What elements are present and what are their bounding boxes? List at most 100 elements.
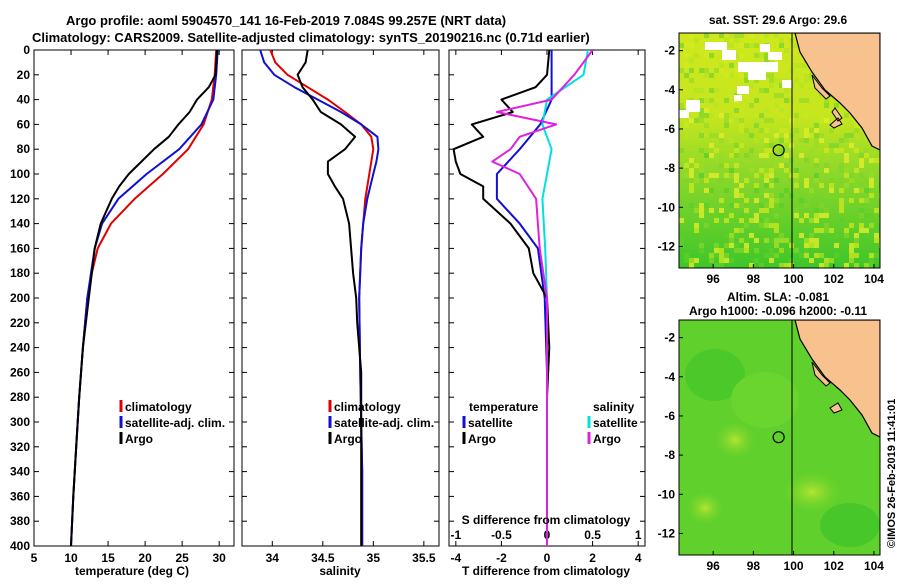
- sst-pixel: [744, 238, 749, 243]
- sst-pixel: [779, 163, 784, 168]
- sst-pixel: [859, 163, 864, 168]
- sst-pixel: [709, 193, 714, 198]
- sst-pixel: [794, 43, 799, 48]
- sst-pixel: [849, 143, 854, 148]
- sst-pixel: [739, 193, 744, 198]
- sst-pixel: [849, 198, 854, 203]
- map-lat-label: -6: [664, 122, 675, 136]
- sst-pixel: [804, 138, 809, 143]
- sst-pixel: [814, 178, 819, 183]
- sst-pixel: [869, 223, 874, 228]
- sst-pixel: [854, 168, 859, 173]
- sst-pixel: [769, 223, 774, 228]
- x-tick-label: 2: [589, 551, 596, 565]
- sst-pixel: [869, 253, 874, 258]
- sst-pixel: [814, 133, 819, 138]
- sst-pixel: [774, 148, 779, 153]
- sst-pixel: [799, 133, 804, 138]
- sst-pixel: [854, 253, 859, 258]
- map-lat-label: -12: [658, 526, 676, 540]
- sst-pixel: [829, 143, 834, 148]
- sst-pixel: [834, 233, 839, 238]
- sst-pixel: [839, 168, 844, 173]
- sst-pixel: [784, 58, 789, 63]
- sst-pixel: [859, 153, 864, 158]
- sst-pixel: [709, 143, 714, 148]
- sst-pixel: [704, 108, 709, 113]
- sst-pixel: [734, 203, 739, 208]
- sst-pixel: [809, 78, 814, 83]
- sst-pixel: [744, 43, 749, 48]
- sst-pixel: [749, 33, 754, 38]
- sst-pixel: [869, 173, 874, 178]
- sst-pixel: [754, 248, 759, 253]
- x-tick-label: 25: [175, 551, 189, 565]
- sst-pixel: [699, 203, 704, 208]
- x-tick-label: -2: [496, 551, 507, 565]
- sst-pixel: [794, 183, 799, 188]
- sst-pixel: [844, 233, 849, 238]
- sst-pixel: [864, 188, 869, 193]
- sst-pixel: [719, 163, 724, 168]
- map-lat-label: -8: [664, 448, 675, 462]
- map-lat-label: -2: [664, 331, 675, 345]
- sst-pixel: [824, 208, 829, 213]
- sst-pixel: [799, 253, 804, 258]
- sst-pixel: [704, 153, 709, 158]
- sst-pixel: [754, 138, 759, 143]
- salinity-legend-climatology: climatology: [334, 400, 401, 414]
- sst-pixel: [824, 263, 829, 268]
- x-tick-label: -4: [451, 551, 462, 565]
- difference-top-xlabel: S difference from climatology: [462, 513, 631, 527]
- sst-pixel: [814, 128, 819, 133]
- sst-pixel: [694, 258, 699, 263]
- x-top-tick-label: -1: [451, 528, 462, 542]
- sst-pixel: [764, 118, 769, 123]
- sst-pixel: [734, 243, 739, 248]
- sst-pixel: [714, 218, 719, 223]
- title-line-2: Climatology: CARS2009. Satellite-adjuste…: [32, 30, 590, 45]
- sst-pixel: [724, 163, 729, 168]
- sst-pixel: [744, 223, 749, 228]
- sst-pixel: [874, 158, 879, 163]
- sst-pixel: [754, 123, 759, 128]
- sst-pixel: [844, 153, 849, 158]
- sst-pixel: [759, 208, 764, 213]
- sst-pixel: [814, 143, 819, 148]
- sst-pixel: [714, 243, 719, 248]
- sst-pixel: [829, 178, 834, 183]
- depth-tick-label: 140: [10, 217, 30, 231]
- sst-pixel: [689, 78, 694, 83]
- sst-pixel: [834, 243, 839, 248]
- imos-stamp: ©IMOS 26-Feb-2019 11:41:01: [886, 399, 898, 548]
- sst-pixel: [804, 213, 809, 218]
- sst-pixel: [684, 163, 689, 168]
- sst-pixel: [769, 253, 774, 258]
- sst-pixel: [814, 163, 819, 168]
- sst-pixel: [769, 118, 774, 123]
- sst-pixel: [784, 48, 789, 53]
- sst-pixel: [774, 213, 779, 218]
- sst-pixel: [804, 78, 809, 83]
- sst-pixel: [764, 178, 769, 183]
- sst-pixel: [809, 193, 814, 198]
- sst-pixel: [819, 263, 824, 268]
- difference-x-ticks: -4 -2 0 2 4-1 -0.5 0 0.5 1: [451, 50, 642, 565]
- sst-pixel: [859, 213, 864, 218]
- x-tick-label: 15: [101, 551, 115, 565]
- x-tick-label: 34: [266, 551, 280, 565]
- sst-pixel: [689, 203, 694, 208]
- salinity-panel: 34 34.5 35 35.5 salinity climatology satell…: [241, 49, 440, 578]
- sst-pixel: [794, 173, 799, 178]
- sst-pixel: [714, 148, 719, 153]
- map-lat-label: -12: [658, 239, 676, 253]
- sst-pixel: [824, 258, 829, 263]
- depth-tick-label: 60: [17, 117, 31, 131]
- sst-pixel: [734, 178, 739, 183]
- sst-pixel: [714, 68, 719, 73]
- map-lat-label: -10: [658, 487, 676, 501]
- map-lon-label: 102: [824, 559, 844, 573]
- sst-pixel: [699, 223, 704, 228]
- sst-pixel: [769, 248, 774, 253]
- sst-pixel: [859, 158, 864, 163]
